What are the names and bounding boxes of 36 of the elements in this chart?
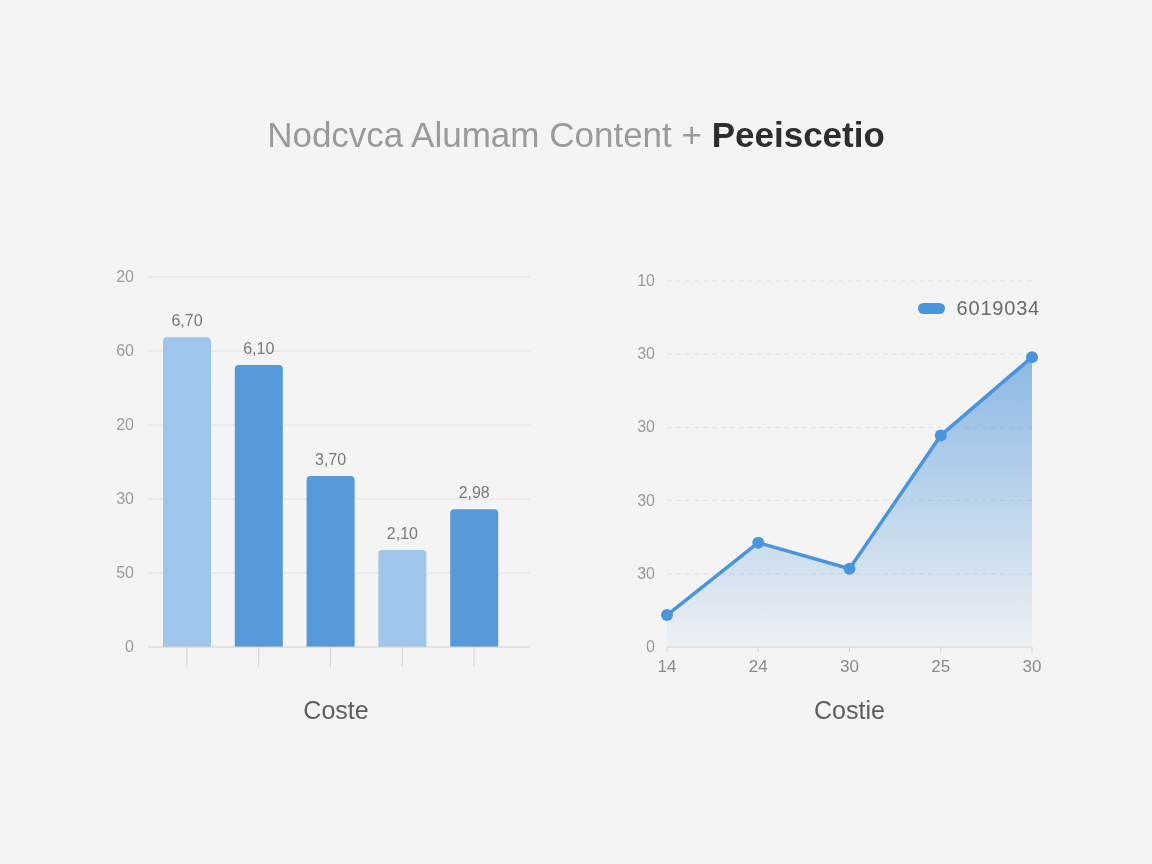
legend-label: 6019034 [956,297,1040,320]
point [934,429,947,442]
bar [306,475,355,647]
text: 0 [646,638,655,655]
text: 0 [125,638,134,655]
text: 20 [116,416,134,433]
point [1026,351,1038,364]
x-tick-label: 25 [931,657,951,677]
text: 10 [637,272,655,289]
text: 50 [116,564,134,581]
x-axis-title: Coste [303,696,369,724]
text: 60 [116,342,134,359]
text: 30 [637,418,655,436]
bar [450,509,499,647]
x-axis-title: Costie [814,696,885,724]
bar [234,364,283,647]
x-tick-label: 30 [1022,657,1042,677]
data-label: 6,70 [171,312,203,330]
x-tick-label: 30 [840,657,859,677]
data-label: 2,10 [386,524,419,542]
bar [378,549,427,647]
text: 30 [637,491,655,509]
point [843,562,856,575]
text: 30 [637,564,655,582]
data-label: 2,98 [458,484,490,502]
x-tick-label: 14 [657,657,677,677]
data-label: 6,10 [243,339,275,357]
text: 20 [116,268,134,285]
point [752,536,765,549]
bar [163,337,211,647]
chart-title: Nodcvca Alumam Content + Peeiscetio [267,115,885,154]
text: 30 [637,345,655,363]
data-label: 3,70 [315,450,347,468]
point [661,609,673,622]
x-tick-label: 24 [748,657,768,677]
text: 30 [116,490,134,507]
